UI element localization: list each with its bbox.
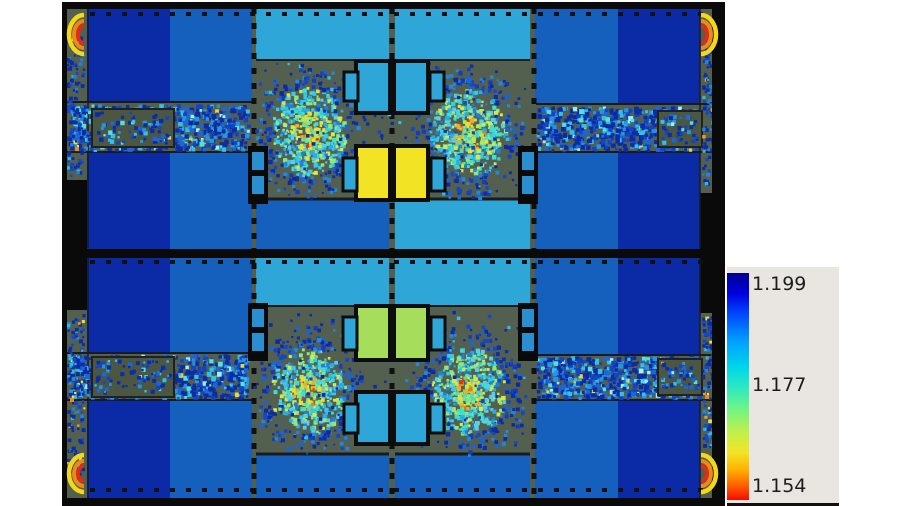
colorbar-max-label: 1.199 xyxy=(752,273,807,295)
colorbar-gradient xyxy=(727,273,749,500)
colorbar-mid-label: 1.177 xyxy=(752,374,807,396)
colorbar-min-label: 1.154 xyxy=(752,475,807,497)
colorbar-panel: 1.199 1.177 1.154 xyxy=(727,267,839,506)
